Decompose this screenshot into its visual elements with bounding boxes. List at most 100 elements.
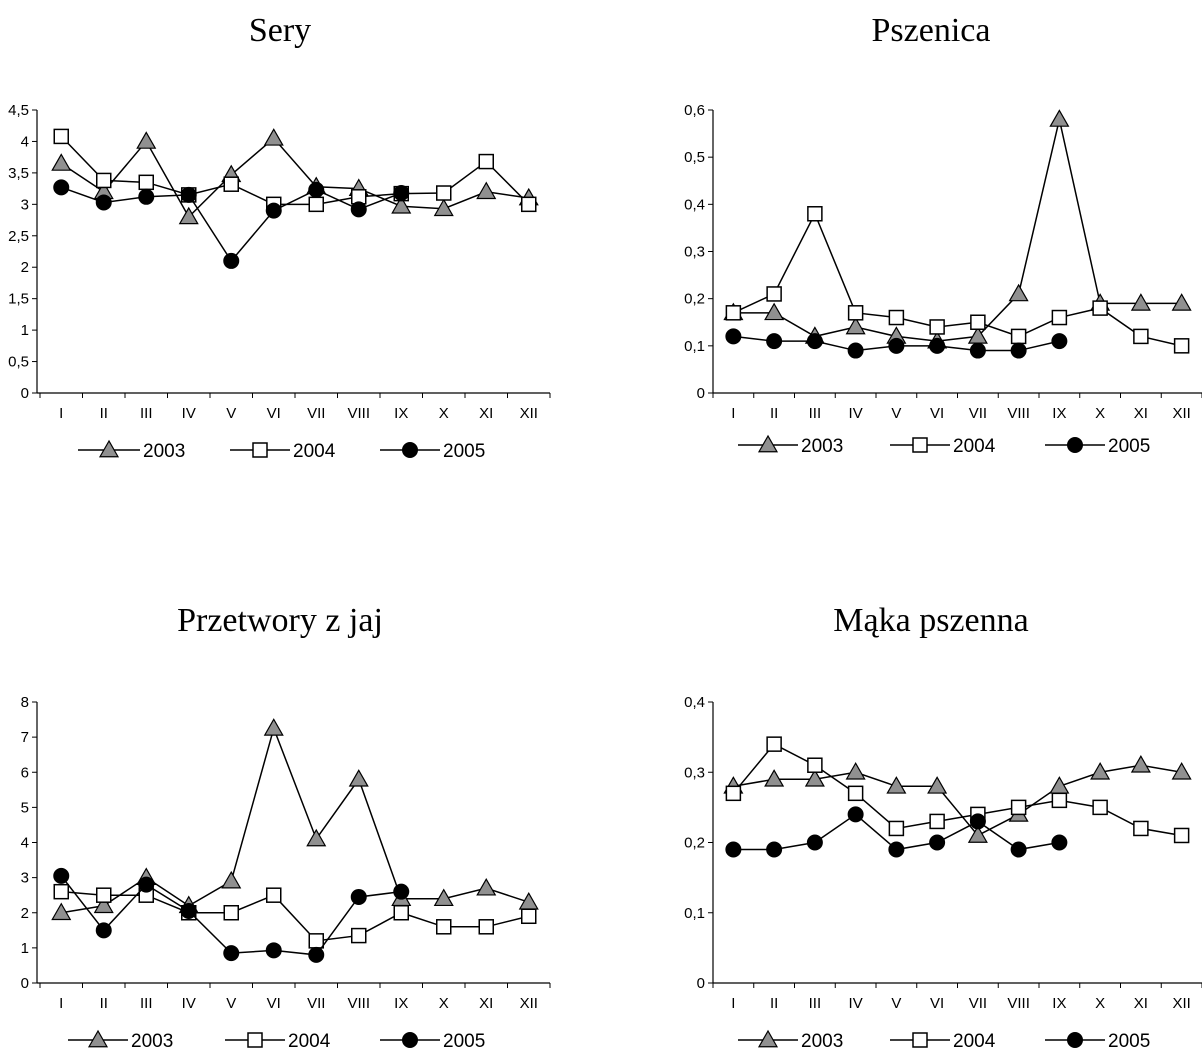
series-2004	[725, 736, 1190, 844]
legend-marker	[402, 1032, 418, 1048]
y-tick-label: 0,1	[684, 905, 705, 922]
data-point	[1010, 841, 1027, 858]
y-tick-label: 2	[21, 905, 29, 922]
data-point	[1171, 293, 1192, 311]
y-tick-label: 4	[21, 835, 29, 852]
x-tick-label: XI	[1134, 995, 1148, 1012]
chart-title: Pszenica	[871, 12, 991, 49]
x-tick-label: VI	[267, 405, 281, 422]
data-point	[521, 196, 537, 213]
data-point	[138, 174, 154, 191]
data-point	[929, 319, 945, 335]
data-point	[969, 342, 986, 359]
x-tick-label: XII	[520, 405, 538, 422]
chart-sery: Sery 0 0,5 1 1,5 2 2,5 3 3,5 4 4,5 I II III IV V VI VII V…	[0, 0, 560, 500]
series-line	[733, 211, 1182, 347]
x-tick-label: VI	[930, 995, 944, 1012]
data-point	[393, 905, 409, 921]
x-tick-label: IV	[182, 405, 196, 422]
data-point	[807, 206, 823, 222]
series-2005	[53, 867, 410, 963]
y-tick-label: 3,5	[8, 165, 29, 182]
data-point	[306, 828, 327, 847]
data-point	[95, 194, 112, 211]
data-point	[180, 902, 197, 919]
data-point	[1133, 820, 1149, 837]
x-tick-label: X	[439, 405, 449, 422]
x-tick-label: IV	[849, 995, 863, 1012]
data-point	[53, 867, 70, 884]
data-point	[51, 153, 72, 171]
x-tick-label: II	[100, 405, 108, 422]
data-point	[929, 834, 946, 851]
data-point	[1051, 792, 1068, 809]
data-point	[180, 186, 197, 203]
legend-label: 2005	[1108, 436, 1150, 457]
data-point	[888, 841, 905, 858]
data-point	[807, 757, 823, 773]
y-tick-label: 3	[21, 196, 29, 213]
y-tick-label: 5	[21, 799, 29, 816]
x-tick-label: IV	[849, 405, 863, 422]
x-tick-label: XII	[1172, 405, 1190, 422]
y-tick-label: 0,4	[684, 694, 705, 711]
x-tick-label: VII	[307, 405, 325, 422]
data-point	[847, 785, 864, 802]
data-point	[263, 128, 284, 146]
legend-label: 2003	[143, 441, 185, 462]
data-point	[1173, 338, 1190, 354]
y-tick-label: 4,5	[8, 102, 29, 119]
x-tick-label: VI	[930, 405, 944, 422]
data-point	[929, 813, 945, 830]
data-point	[223, 945, 240, 962]
data-point	[1051, 834, 1068, 851]
data-point	[806, 834, 823, 851]
data-point	[927, 776, 948, 794]
data-point	[223, 252, 240, 269]
data-point	[1092, 799, 1108, 816]
x-tick-label: X	[1095, 405, 1105, 422]
data-point	[478, 153, 494, 170]
data-point	[766, 286, 782, 302]
legend-marker	[912, 437, 928, 453]
data-point	[1130, 293, 1151, 311]
legend-marker	[402, 442, 418, 458]
data-point	[96, 887, 112, 903]
legend-marker	[98, 439, 120, 458]
data-point	[967, 825, 988, 843]
data-point	[888, 309, 905, 326]
data-point	[929, 337, 946, 354]
x-tick-label: V	[891, 405, 901, 422]
legend: 2003 2004 2005	[738, 434, 1150, 457]
data-point	[308, 946, 325, 963]
data-point	[266, 887, 282, 903]
legend-marker	[757, 1029, 779, 1048]
data-point	[1010, 799, 1027, 816]
legend-label: 2003	[801, 1031, 843, 1052]
data-point	[725, 305, 742, 321]
x-tick-label: V	[226, 405, 236, 422]
legend-label: 2003	[801, 436, 843, 457]
data-point	[806, 333, 823, 350]
data-point	[308, 933, 324, 949]
x-tick-label: V	[226, 995, 236, 1012]
data-point	[433, 888, 454, 907]
data-point	[1049, 109, 1070, 127]
x-tick-label: IV	[182, 995, 196, 1012]
x-tick-label: I	[59, 995, 63, 1012]
x-tick-label: VII	[969, 405, 987, 422]
data-point	[391, 196, 412, 214]
chart-plot: 00,10,20,30,4I II III IV V VI VII VIII IX X XI XII2…	[684, 694, 1202, 1052]
chart-plot: 00,511,522,533,544,5I II III IV V VI VII VIII IX…	[8, 102, 551, 462]
data-point	[95, 922, 112, 939]
data-point	[766, 841, 783, 858]
data-point	[970, 314, 986, 330]
series-line	[733, 119, 1182, 342]
data-point	[1008, 283, 1029, 302]
data-point	[350, 201, 367, 218]
series-2004	[53, 883, 537, 949]
data-point	[888, 820, 905, 837]
x-tick-label: IX	[394, 995, 408, 1012]
y-tick-label: 1,5	[8, 291, 29, 308]
legend-label: 2004	[293, 441, 336, 462]
